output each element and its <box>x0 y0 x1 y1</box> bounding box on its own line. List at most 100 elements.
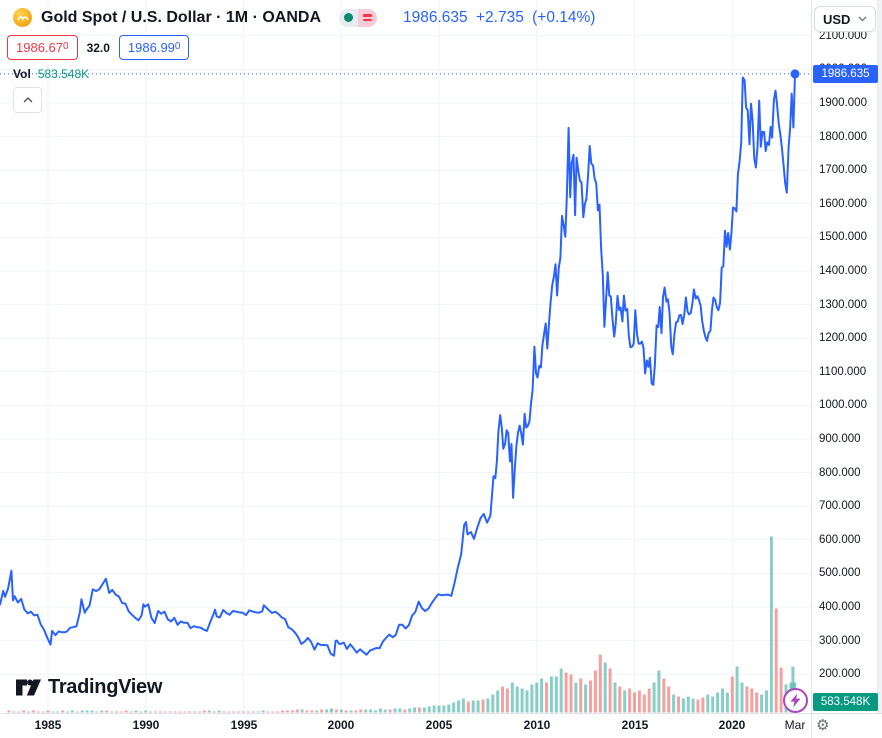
axis-corner-divider <box>811 713 812 738</box>
price-change-pct: (+0.14%) <box>532 8 596 26</box>
time-axis-label: 2015 <box>621 718 649 732</box>
gold-coin-icon <box>13 8 32 27</box>
time-axis-label: 1985 <box>34 718 62 732</box>
price-axis-label: 700.000 <box>819 500 861 513</box>
price-axis-label: 200.000 <box>819 668 861 681</box>
volume-bar <box>476 700 480 713</box>
volume-bar <box>266 711 270 713</box>
market-status-pill[interactable] <box>339 8 377 27</box>
price-axis-label: 2100.000 <box>819 29 867 42</box>
volume-bar <box>36 711 40 713</box>
spread-value: 32.0 <box>86 40 110 55</box>
volume-bar <box>246 711 250 713</box>
volume-bar <box>427 706 431 713</box>
price-axis-label: 300.000 <box>819 634 861 647</box>
volume-bar <box>677 696 680 713</box>
volume-bar <box>383 709 387 713</box>
settings-gear-icon[interactable]: ⚙ <box>816 717 830 734</box>
price-chart-canvas[interactable] <box>0 0 811 713</box>
volume-bar <box>447 704 451 713</box>
volume-bar <box>237 711 241 713</box>
volume-bar <box>46 710 50 713</box>
tradingview-logo[interactable]: TradingView <box>16 676 162 699</box>
volume-bar <box>281 710 285 713</box>
time-axis-label: 2000 <box>327 718 355 732</box>
last-price-badge: 1986.635 <box>813 64 878 83</box>
buy-button[interactable]: 1986.99 0 <box>118 35 190 60</box>
volume-bar <box>540 678 544 713</box>
volume-bar <box>721 688 724 713</box>
volume-bar <box>31 710 35 713</box>
time-axis-label: 2010 <box>523 718 551 732</box>
last-price-marker <box>790 69 800 79</box>
volume-bar <box>413 707 417 713</box>
collapse-legend-button[interactable] <box>13 87 42 113</box>
volume-bar <box>461 698 465 713</box>
volume-bar <box>716 692 720 713</box>
volume-bar <box>501 686 504 713</box>
volume-bar <box>276 711 280 713</box>
volume-bar <box>745 686 749 713</box>
volume-bar <box>652 682 656 713</box>
volume-bar <box>515 686 519 713</box>
price-axis-label: 900.000 <box>819 433 861 445</box>
volume-bar <box>198 711 201 713</box>
volume-bar <box>564 672 568 713</box>
volume-bar <box>12 711 16 713</box>
volume-bar <box>642 694 646 713</box>
volume-bar <box>139 711 143 713</box>
volume-bar <box>80 710 84 713</box>
currency-dropdown[interactable]: USD <box>814 6 876 32</box>
symbol-title[interactable]: Gold Spot / U.S. Dollar · 1M · OANDA <box>41 8 321 26</box>
volume-bar <box>593 670 597 713</box>
price-axis[interactable]: 2100.0002000.0001900.0001800.0001700.000… <box>811 0 882 713</box>
volume-bar <box>378 708 382 713</box>
volume-bar <box>613 682 617 713</box>
volume-bar <box>100 710 104 713</box>
volume-bar <box>755 692 759 713</box>
volume-bar <box>603 662 607 713</box>
volume-bar <box>457 700 461 713</box>
time-axis-label: 2005 <box>425 718 453 732</box>
volume-bar <box>207 710 211 713</box>
volume-bar <box>750 688 754 713</box>
volume-bar <box>22 710 26 713</box>
volume-bar <box>271 711 275 713</box>
volume-bar <box>530 684 534 713</box>
volume-bar <box>432 705 436 713</box>
volume-bar <box>344 710 348 713</box>
volume-bar <box>408 708 412 713</box>
volume-bar <box>549 676 553 713</box>
volume-bar <box>227 711 231 713</box>
volume-bar <box>569 674 573 713</box>
volume-bar <box>66 711 69 713</box>
volume-bar <box>75 711 79 713</box>
volume-bar <box>633 692 636 713</box>
volume-bar <box>134 710 138 713</box>
volume-bar <box>144 710 148 713</box>
volume-bar <box>222 711 226 713</box>
sell-button[interactable]: 1986.67 0 <box>7 35 78 60</box>
volume-bar <box>7 710 11 713</box>
volume-bar <box>496 690 500 713</box>
volume-bar <box>163 711 167 713</box>
price-axis-label: 1100.000 <box>819 365 867 378</box>
volume-bar <box>559 668 563 713</box>
volume-bar <box>149 711 153 713</box>
volume-bar <box>330 708 333 713</box>
time-axis[interactable]: 1985 1990 1995 2000 2005 2010 2015 2020 Mar ⚙ <box>0 713 882 738</box>
legend: Gold Spot / U.S. Dollar · 1M · OANDA 198… <box>13 8 599 27</box>
volume-bar <box>491 694 495 713</box>
volume-bar <box>701 697 705 713</box>
volume-bar <box>574 682 578 713</box>
volume-bar <box>779 667 783 713</box>
instant-trading-button[interactable] <box>783 688 808 713</box>
volume-bar <box>310 710 314 713</box>
volume-bar <box>598 654 602 713</box>
volume-bar <box>486 698 490 713</box>
volume-bar <box>320 709 324 713</box>
volume-value: 583.548K <box>37 67 90 81</box>
volume-bar <box>232 711 236 713</box>
volume-bar <box>760 694 764 713</box>
